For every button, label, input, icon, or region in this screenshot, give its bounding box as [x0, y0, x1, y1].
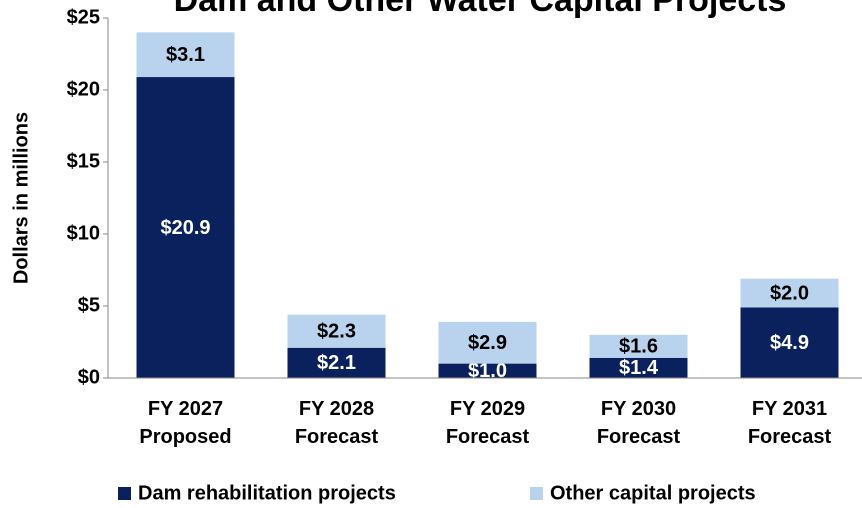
y-tick-label: $0	[78, 366, 100, 388]
bar-segment	[287, 314, 386, 348]
x-tick-label: FY 2031 Forecast	[748, 398, 832, 448]
x-tick-line: FY 2031	[752, 398, 827, 420]
x-tick-line: Forecast	[295, 426, 379, 448]
x-tick-line: FY 2029	[450, 398, 525, 420]
y-axis-title: Dollars in millions	[10, 112, 32, 284]
value-label: $4.9	[770, 332, 809, 354]
bar-segment	[740, 307, 839, 378]
chart-title: Dam and Other Water Capital Projects	[174, 0, 787, 19]
x-tick-line: FY 2028	[299, 398, 374, 420]
bar-segment	[740, 278, 839, 308]
bar-segment	[136, 32, 235, 78]
value-label: $2.1	[317, 352, 356, 374]
bar-segment	[589, 334, 688, 358]
x-tick-line: Proposed	[139, 426, 231, 448]
value-label: $1.4	[619, 357, 659, 379]
x-tick-line: FY 2030	[601, 398, 676, 420]
x-tick-label: FY 2028 Forecast	[295, 398, 379, 448]
bar-segment	[438, 363, 537, 378]
value-label: $2.9	[468, 332, 507, 354]
value-label: $2.0	[770, 282, 809, 304]
value-label: $20.9	[160, 217, 210, 239]
bar-segment	[589, 357, 688, 378]
legend-label: Dam rehabilitation projects	[138, 482, 396, 504]
x-tick-label: FY 2027 Proposed	[139, 398, 231, 448]
value-label: $1.6	[619, 336, 658, 358]
value-label: $3.1	[166, 44, 205, 66]
y-tick-label: $25	[67, 6, 100, 28]
legend-swatch	[530, 487, 543, 500]
x-tick-line: Forecast	[446, 426, 530, 448]
legend-swatch	[118, 487, 131, 500]
bar-segment	[136, 77, 235, 378]
value-label: $2.3	[317, 320, 356, 342]
y-tick-label: $20	[67, 78, 100, 100]
x-tick-label: FY 2030 Forecast	[597, 398, 681, 448]
bar-segment	[287, 347, 386, 378]
y-tick-label: $15	[67, 150, 100, 172]
x-tick-label: FY 2029 Forecast	[446, 398, 530, 448]
x-tick-line: FY 2027	[148, 398, 223, 420]
y-tick-label: $10	[67, 222, 100, 244]
x-tick-line: Forecast	[597, 426, 681, 448]
y-tick-label: $5	[78, 294, 100, 316]
bar-segment	[438, 321, 537, 364]
x-tick-line: Forecast	[748, 426, 832, 448]
legend-label: Other capital projects	[550, 482, 756, 504]
value-label: $1.0	[468, 360, 507, 382]
